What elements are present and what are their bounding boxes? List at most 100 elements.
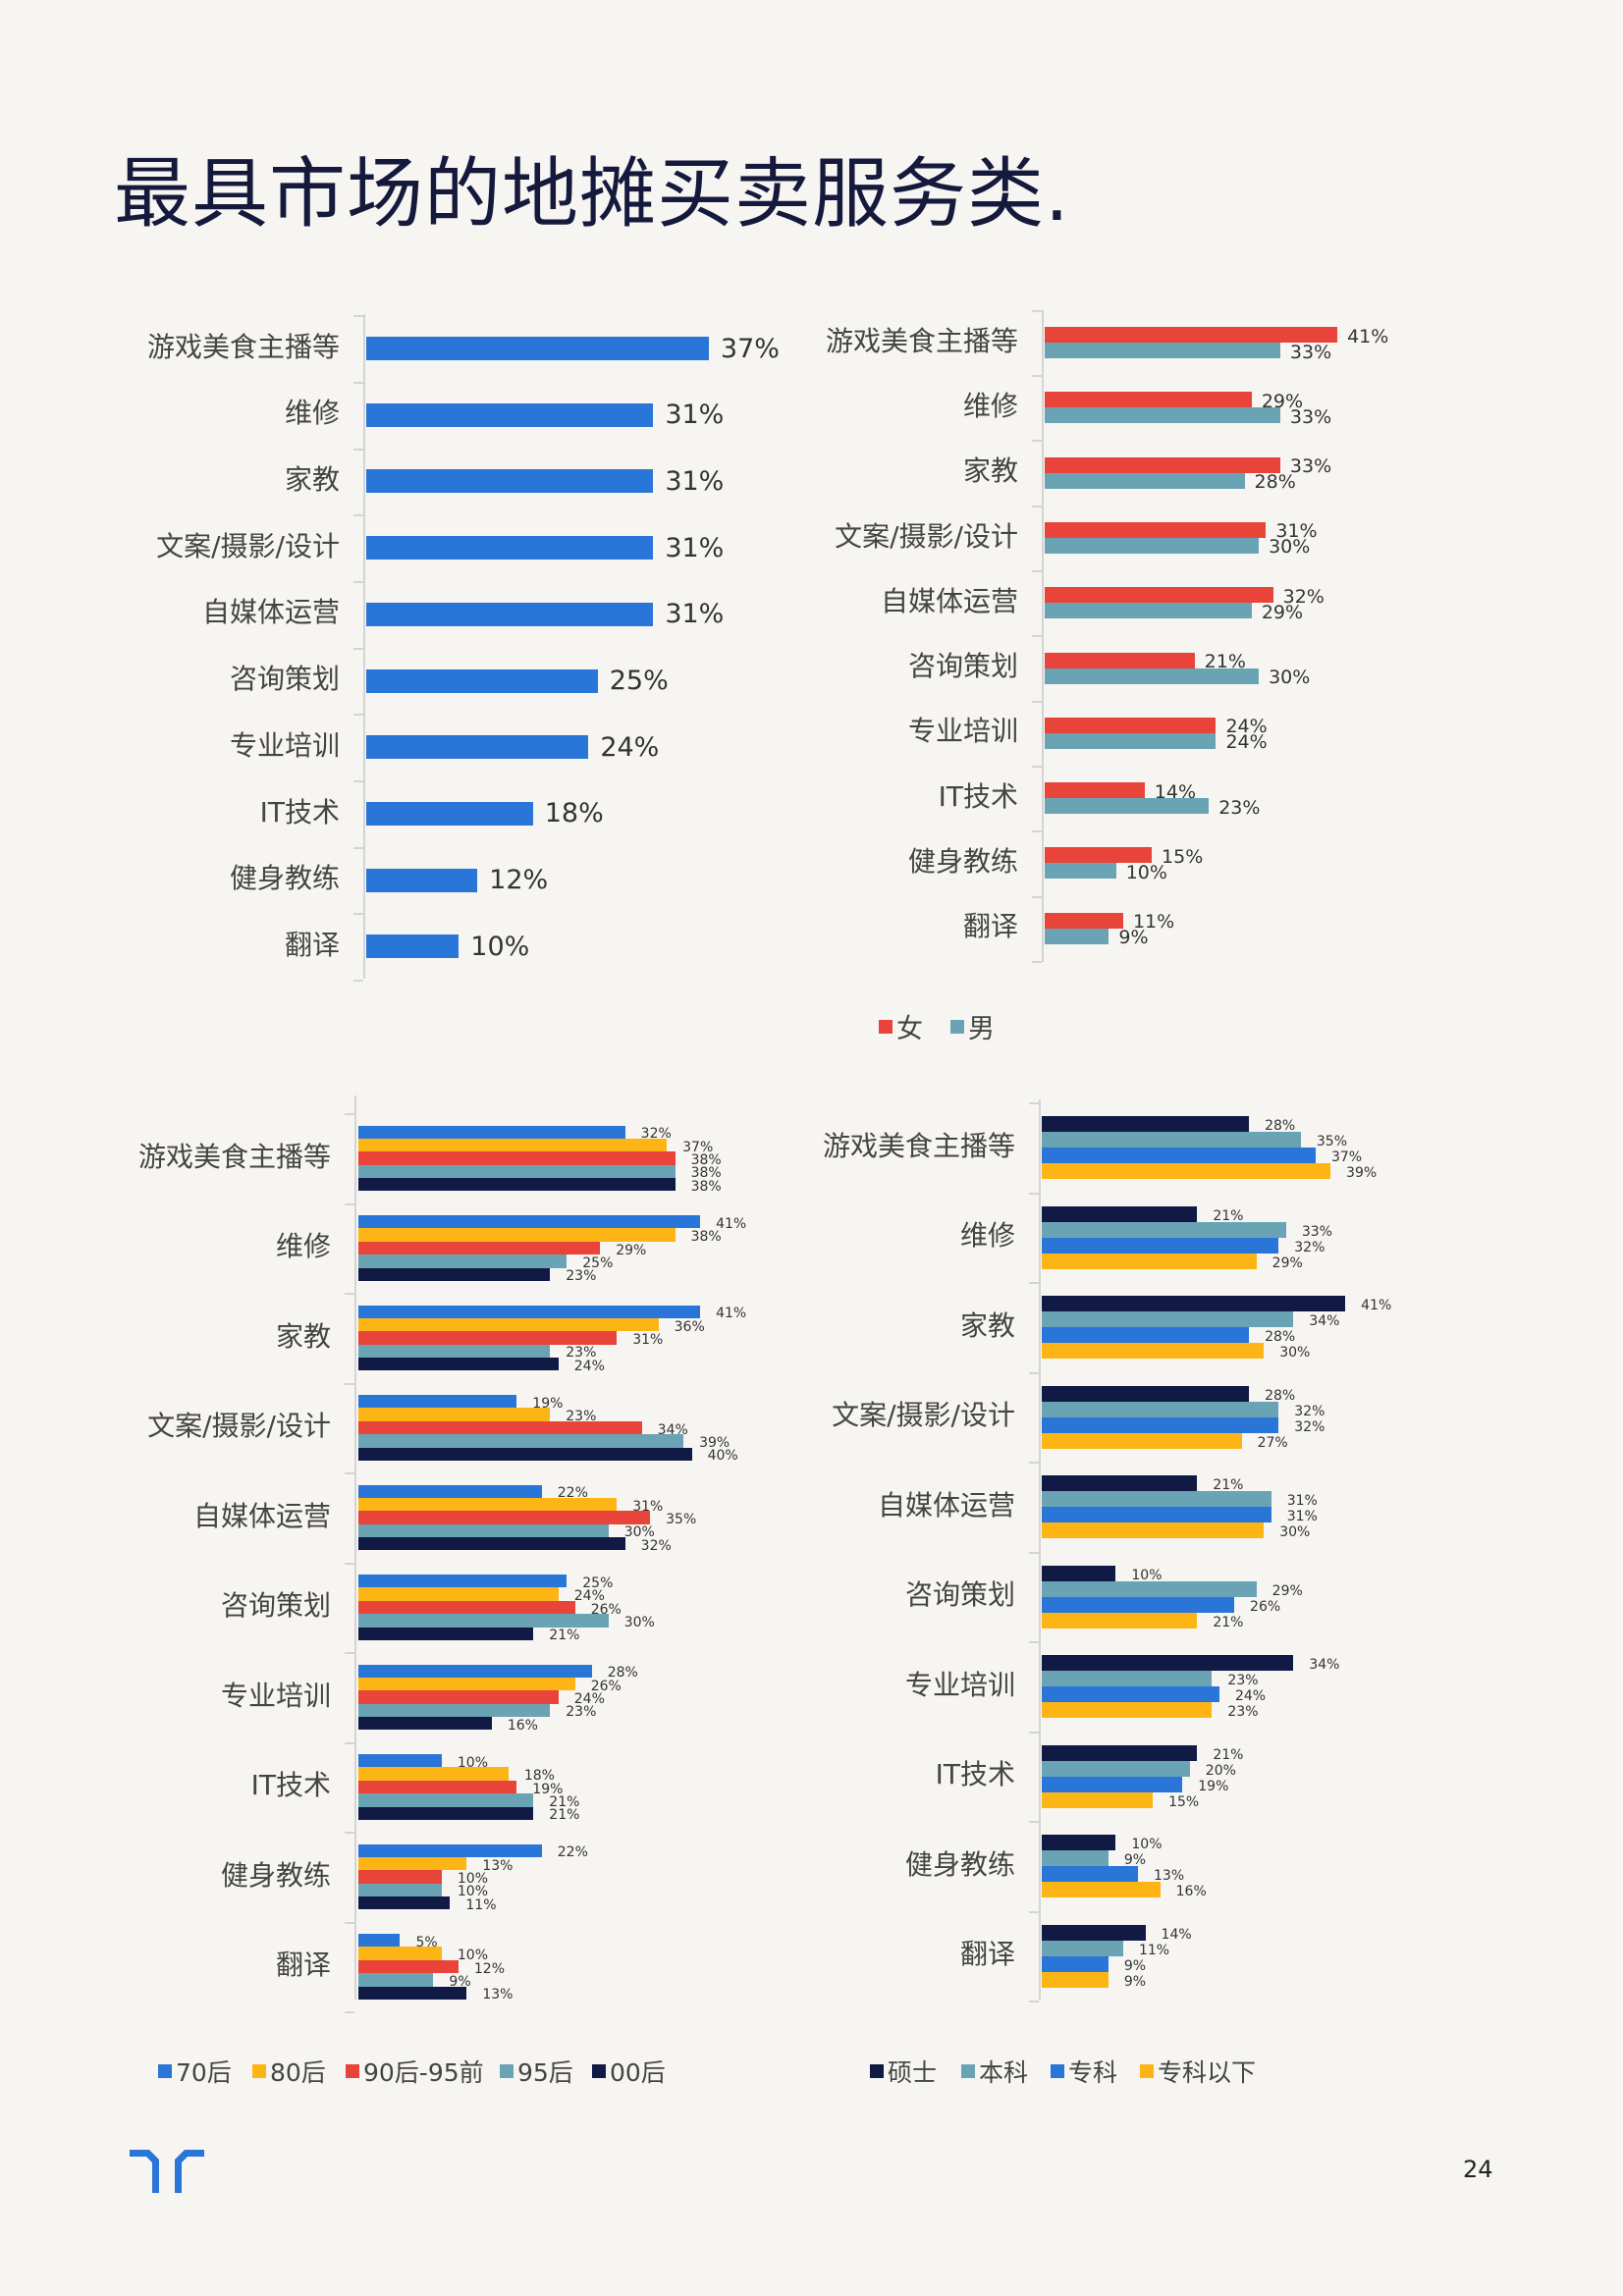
legend-label: 专科	[1068, 2058, 1118, 2087]
bar	[358, 1947, 442, 1960]
bar	[1042, 1148, 1316, 1163]
axis-tick	[1032, 570, 1042, 573]
legend-swatch	[879, 1019, 893, 1034]
category-label: 自媒体运营	[877, 1488, 1015, 1522]
data-label: 18%	[544, 798, 604, 829]
data-label: 41%	[1347, 325, 1389, 347]
chart-axis	[1042, 310, 1044, 962]
bar	[1042, 1866, 1139, 1882]
data-label: 10%	[457, 1871, 489, 1887]
bar	[1042, 1475, 1198, 1491]
data-label: 26%	[1250, 1598, 1281, 1615]
axis-tick	[1032, 309, 1042, 312]
bar	[358, 1614, 609, 1628]
legend-item: 00后	[592, 2054, 666, 2089]
bar	[1042, 1612, 1198, 1629]
data-label: 31%	[665, 532, 725, 563]
bar	[358, 1959, 459, 1974]
bar	[1042, 1507, 1271, 1522]
data-label: 34%	[657, 1421, 688, 1438]
category-label: IT技术	[259, 795, 340, 828]
legend-item: 男	[950, 1007, 995, 1045]
category-label: 文案/摄影/设计	[832, 1399, 1015, 1432]
legend-item: 女	[879, 1007, 923, 1045]
axis-tick	[345, 1741, 354, 1744]
legend-item: 95后	[500, 2054, 573, 2089]
bar	[366, 337, 709, 360]
bar	[1042, 1940, 1123, 1956]
legend-swatch	[252, 2064, 266, 2078]
bar	[1045, 327, 1338, 343]
bar	[366, 868, 478, 892]
data-label: 23%	[566, 1345, 597, 1362]
category-label: 咨询策划	[220, 1589, 331, 1623]
bar	[1042, 1253, 1257, 1269]
bar	[358, 1331, 618, 1345]
axis-tick	[1032, 830, 1042, 833]
data-label: 28%	[1265, 1387, 1296, 1404]
bar	[358, 1511, 651, 1524]
category-label: 健身教练	[907, 845, 1018, 878]
chart-axis	[354, 1095, 356, 2000]
axis-tick	[353, 448, 363, 451]
category-label: 自媒体运营	[192, 1499, 331, 1532]
bar	[358, 1228, 676, 1242]
legend-label: 00后	[610, 2058, 666, 2087]
data-label: 23%	[1218, 796, 1261, 819]
bar	[358, 1664, 592, 1678]
category-label: 自媒体运营	[201, 596, 340, 629]
bar	[1042, 1882, 1161, 1897]
bar	[358, 1344, 551, 1359]
axis-tick	[1032, 765, 1042, 768]
data-label: 32%	[1282, 585, 1325, 608]
axis-tick	[1029, 1462, 1039, 1465]
axis-tick	[345, 1921, 354, 1924]
bar	[1045, 732, 1217, 749]
data-label: 33%	[1289, 405, 1332, 428]
legend-swatch	[500, 2064, 514, 2078]
data-label: 29%	[616, 1242, 647, 1258]
bar	[1045, 928, 1109, 944]
data-label: 22%	[557, 1844, 588, 1861]
data-label: 23%	[566, 1268, 597, 1285]
data-label: 31%	[665, 599, 725, 630]
bar	[1042, 1401, 1279, 1417]
data-label: 35%	[1316, 1134, 1348, 1149]
legend-swatch	[870, 2064, 884, 2078]
data-label: 32%	[1294, 1403, 1325, 1419]
axis-tick	[345, 1382, 354, 1385]
data-label: 40%	[707, 1448, 738, 1465]
legend-item: 硕士	[870, 2054, 937, 2089]
axis-tick	[1032, 505, 1042, 507]
bar	[358, 1125, 625, 1139]
data-label: 31%	[665, 465, 725, 497]
bar	[358, 1138, 668, 1152]
data-label: 13%	[1154, 1868, 1185, 1884]
bar	[1042, 1522, 1265, 1538]
data-label: 24%	[573, 1358, 605, 1374]
bar	[1042, 1327, 1250, 1343]
data-label: 41%	[1361, 1298, 1392, 1313]
bar	[1045, 392, 1252, 408]
category-label: 维修	[284, 397, 340, 430]
axis-tick	[1029, 1371, 1039, 1374]
category-label: 维修	[275, 1230, 331, 1263]
bar	[1042, 1744, 1198, 1761]
bar	[358, 1717, 492, 1731]
category-label: 咨询策划	[907, 650, 1018, 683]
bar	[366, 469, 654, 494]
axis-tick	[353, 315, 363, 318]
data-label: 21%	[1204, 651, 1246, 672]
data-label: 33%	[1289, 341, 1332, 363]
data-label: 21%	[549, 1807, 580, 1824]
data-label: 10%	[1131, 1567, 1163, 1583]
legend-item: 70后	[158, 2054, 232, 2089]
legend-label: 专科以下	[1158, 2058, 1257, 2087]
bar	[1042, 1205, 1198, 1222]
data-label: 31%	[1275, 520, 1318, 543]
data-label: 26%	[590, 1678, 622, 1694]
data-label: 20%	[1205, 1762, 1236, 1779]
axis-tick	[1032, 895, 1042, 898]
data-label: 16%	[507, 1717, 538, 1734]
axis-tick	[345, 1113, 354, 1116]
